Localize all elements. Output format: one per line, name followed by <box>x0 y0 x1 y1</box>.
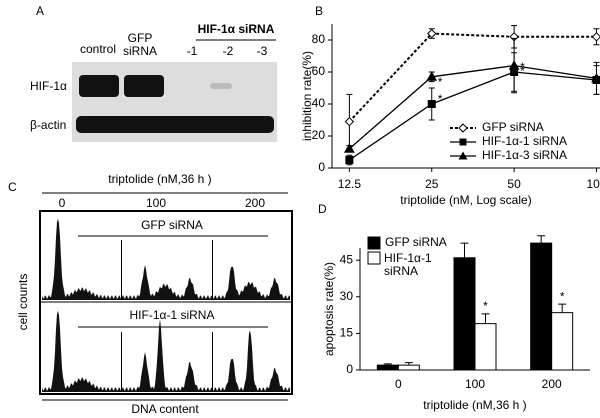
panel-letter: A <box>36 4 44 18</box>
y-tick-label: 60 <box>312 64 326 78</box>
series-line <box>349 71 597 161</box>
row-label: HIF-1α-1 siRNA <box>130 308 215 322</box>
dose-label: 100 <box>146 196 166 210</box>
y-tick-label: 30 <box>340 289 354 303</box>
y-tick-label: 20 <box>312 128 326 142</box>
panel-letter: C <box>8 180 17 194</box>
histogram <box>122 319 212 392</box>
y-axis-label: apoptosis rate(%) <box>322 262 336 356</box>
lane-label: GFP siRNA <box>122 31 157 58</box>
marker <box>508 60 520 70</box>
series-line <box>348 32 597 123</box>
error-bar <box>558 303 567 313</box>
error-bar <box>481 313 490 324</box>
x-axis-label: triptolide (nM,36 h ) <box>423 398 526 412</box>
row-label: β-actin <box>30 118 66 132</box>
group-label: HIF-1α siRNA <box>198 22 275 36</box>
legend-marker <box>458 151 468 160</box>
significance-mark: * <box>520 64 525 78</box>
histogram <box>213 330 290 392</box>
marker <box>426 71 438 81</box>
y-tick-label: 40 <box>312 96 326 110</box>
x-tick-label: 25 <box>425 177 439 191</box>
y-tick-label: 15 <box>340 326 354 340</box>
marker <box>591 72 600 83</box>
x-axis-label: DNA content <box>131 402 199 416</box>
lane-label: control <box>80 42 116 56</box>
y-tick-label: 0 <box>346 362 353 376</box>
marker <box>344 143 355 153</box>
marker <box>344 116 355 127</box>
bar <box>551 312 574 371</box>
x-tick-label: 200 <box>542 377 562 391</box>
dose-label: 200 <box>245 196 265 210</box>
legend-swatch <box>367 251 381 265</box>
x-axis-label: triptolide (nM, Log scale) <box>400 193 531 207</box>
legend-marker <box>459 138 467 146</box>
significance-mark: * <box>483 299 488 313</box>
significance-mark: * <box>560 289 565 303</box>
row-label: GFP siRNA <box>141 218 203 232</box>
panel-letter: D <box>318 202 327 216</box>
x-tick-label: 100 <box>465 377 485 391</box>
dose-label: 0 <box>59 196 66 210</box>
error-bar <box>537 235 546 244</box>
legend-label: GFP siRNA <box>385 235 447 249</box>
y-axis-label: inhibition rate(%) <box>300 51 314 141</box>
marker <box>591 32 600 42</box>
x-tick-label: 0 <box>395 377 402 391</box>
histogram <box>122 264 212 300</box>
marker <box>427 100 436 108</box>
legend-swatch <box>367 236 381 250</box>
bar <box>376 364 399 371</box>
significance-mark: * <box>438 92 443 106</box>
y-tick-label: 80 <box>312 32 326 46</box>
histogram <box>213 266 290 300</box>
histogram <box>42 218 121 300</box>
y-tick-label: 45 <box>340 252 354 266</box>
blot <box>72 62 277 142</box>
lane-label: -1 <box>187 44 198 58</box>
error-bar <box>460 242 469 258</box>
legend-label: HIF-1α-1 siRNA <box>384 251 432 278</box>
legend-label: GFP siRNA <box>482 120 544 134</box>
marker <box>345 156 354 164</box>
marker <box>427 28 437 39</box>
histogram <box>42 310 121 392</box>
bar <box>474 323 497 371</box>
lane-label: -2 <box>223 44 234 58</box>
legend-label: HIF-1α-1 siRNA <box>482 134 567 148</box>
lane-label: -3 <box>257 44 268 58</box>
x-tick-label: 50 <box>507 177 521 191</box>
significance-mark: * <box>438 75 443 89</box>
bar <box>530 242 553 371</box>
x-tick-label: 100 <box>586 177 600 191</box>
series-line <box>348 64 597 150</box>
panel-letter: B <box>315 4 323 18</box>
row-label: HIF-1α <box>30 79 67 93</box>
y-axis-label: cell counts <box>16 274 30 331</box>
bar <box>397 364 420 371</box>
panel-c-title: triptolide (nM,36 h ) <box>108 172 211 186</box>
y-tick-label: 0 <box>318 160 325 174</box>
bar <box>453 257 476 371</box>
x-tick-label: 12.5 <box>338 177 362 191</box>
legend-label: HIF-1α-3 siRNA <box>482 148 567 162</box>
legend-marker <box>458 123 468 133</box>
